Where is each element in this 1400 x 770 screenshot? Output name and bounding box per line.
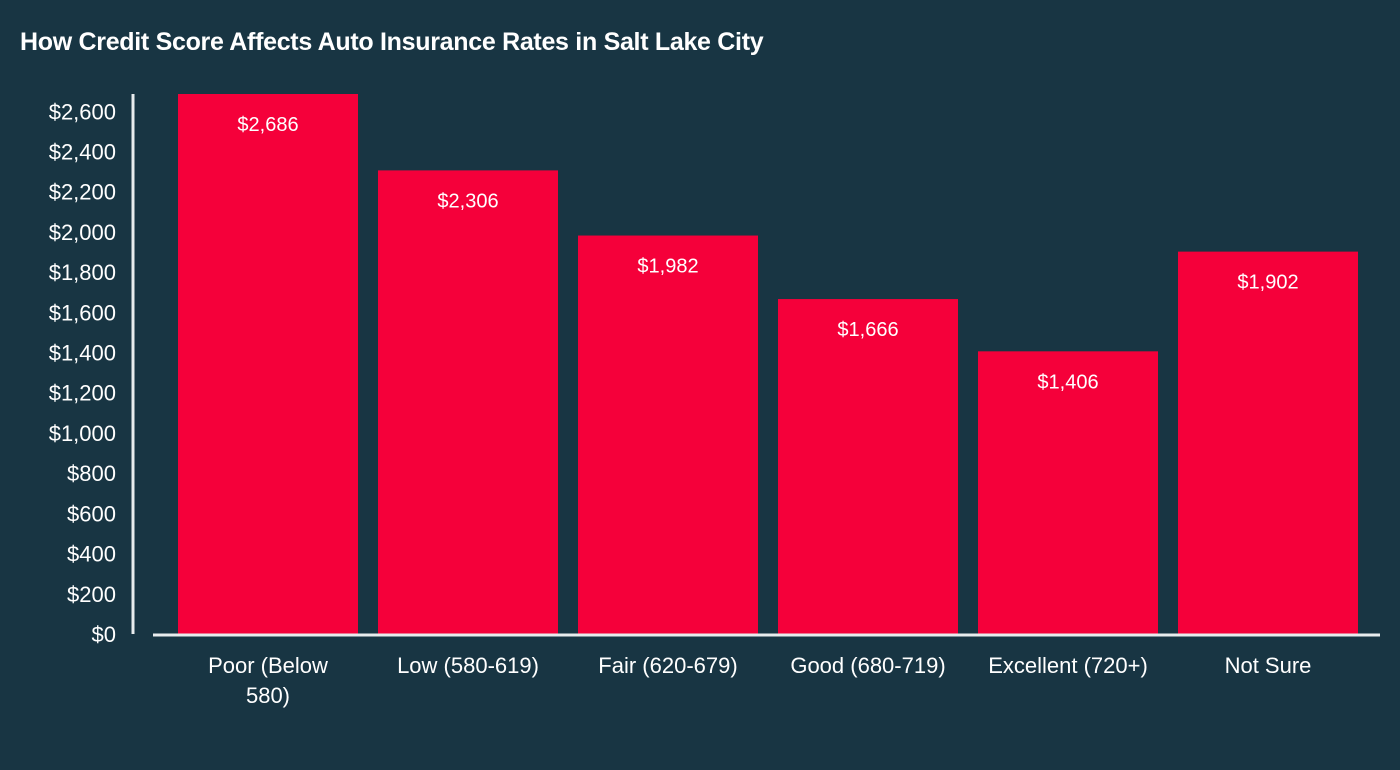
data-label: $2,686 <box>237 114 298 136</box>
x-tick-label: Good (680-719) <box>790 653 945 678</box>
data-label: $2,306 <box>437 190 498 212</box>
data-label: $1,406 <box>1037 371 1098 393</box>
bar <box>378 170 558 635</box>
x-tick-label: Poor (Below 580) <box>208 653 328 708</box>
y-tick-label: $200 <box>67 582 116 607</box>
chart-title: How Credit Score Affects Auto Insurance … <box>20 28 764 56</box>
bars-group <box>178 94 1358 635</box>
y-tick-label: $1,600 <box>49 300 116 325</box>
y-tick-label: $800 <box>67 461 116 486</box>
y-tick-label: $600 <box>67 501 116 526</box>
y-tick-label: $2,000 <box>49 220 116 245</box>
bar <box>1178 251 1358 634</box>
y-tick-label: $2,400 <box>49 139 116 164</box>
x-axis: Poor (Below 580) Low (580-619) Fair (620-67… <box>153 633 1380 708</box>
x-tick-label: Excellent (720+) <box>988 653 1148 678</box>
x-tick-label: Not Sure <box>1225 653 1312 678</box>
y-tick-label: $2,200 <box>49 180 116 205</box>
y-tick-label: $400 <box>67 542 116 567</box>
data-label: $1,902 <box>1237 272 1298 294</box>
x-tick-label: Low (580-619) <box>397 653 539 678</box>
data-labels-group: $2,686 $2,306 $1,982 $1,666 $1,406 $1,902 <box>237 114 1298 393</box>
x-tick-label: Fair (620-679) <box>598 653 737 678</box>
data-label: $1,982 <box>637 256 698 278</box>
y-tick-label: $1,400 <box>49 341 116 366</box>
y-tick-label: $1,200 <box>49 381 116 406</box>
data-label: $1,666 <box>837 319 898 341</box>
y-tick-label: $1,800 <box>49 260 116 285</box>
y-axis: $0 $200 $400 $600 $800 $1,000 $1,200 $1,400 $1,6… <box>49 94 135 647</box>
y-tick-label: $1,000 <box>49 421 116 446</box>
bar <box>778 299 958 634</box>
bar <box>578 235 758 634</box>
bar <box>978 351 1158 634</box>
y-tick-label: $2,600 <box>49 99 116 124</box>
bar <box>178 94 358 634</box>
y-tick-label: $0 <box>92 622 116 647</box>
